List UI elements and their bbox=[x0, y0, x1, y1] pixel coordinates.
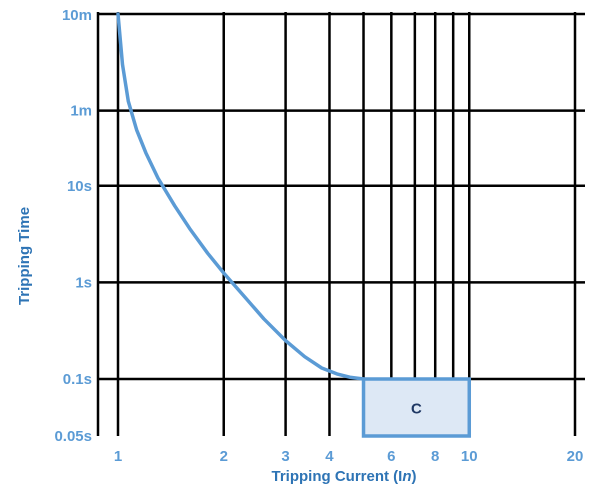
y-axis-title: Tripping Time bbox=[16, 207, 33, 305]
region-c-label: C bbox=[411, 401, 422, 418]
grid bbox=[96, 12, 585, 436]
y-tick-label: 0.1s bbox=[63, 371, 92, 388]
x-tick-label: 10 bbox=[461, 448, 478, 465]
x-tick-label: 8 bbox=[431, 448, 439, 465]
x-axis-title-part-1: Tripping Current (I bbox=[272, 468, 403, 485]
trip-curve-line bbox=[116, 12, 366, 381]
x-tick-label: 4 bbox=[325, 448, 334, 465]
y-tick-label: 1m bbox=[70, 103, 92, 120]
x-tick-label: 2 bbox=[220, 448, 228, 465]
y-tick-label: 10s bbox=[67, 178, 92, 195]
x-tick-labels: 1 2 3 4 6 8 10 20 bbox=[114, 448, 584, 465]
series bbox=[116, 12, 366, 381]
y-tick-label: 10m bbox=[62, 7, 92, 24]
regions: C bbox=[361, 377, 472, 438]
y-tick-labels: 10m 1m 10s 1s 0.1s 0.05s bbox=[54, 7, 92, 445]
y-tick-label: 0.05s bbox=[54, 428, 92, 445]
x-tick-label: 6 bbox=[387, 448, 395, 465]
x-tick-label: 1 bbox=[114, 448, 122, 465]
x-axis-title-part-2: n bbox=[402, 468, 411, 485]
region-c-box bbox=[361, 377, 472, 438]
x-axis-title-part-3: ) bbox=[412, 468, 417, 485]
x-tick-label: 3 bbox=[281, 448, 289, 465]
x-axis-title: Tripping Current (In) bbox=[272, 468, 417, 485]
x-tick-label: 20 bbox=[567, 448, 584, 465]
y-tick-label: 1s bbox=[75, 274, 92, 291]
